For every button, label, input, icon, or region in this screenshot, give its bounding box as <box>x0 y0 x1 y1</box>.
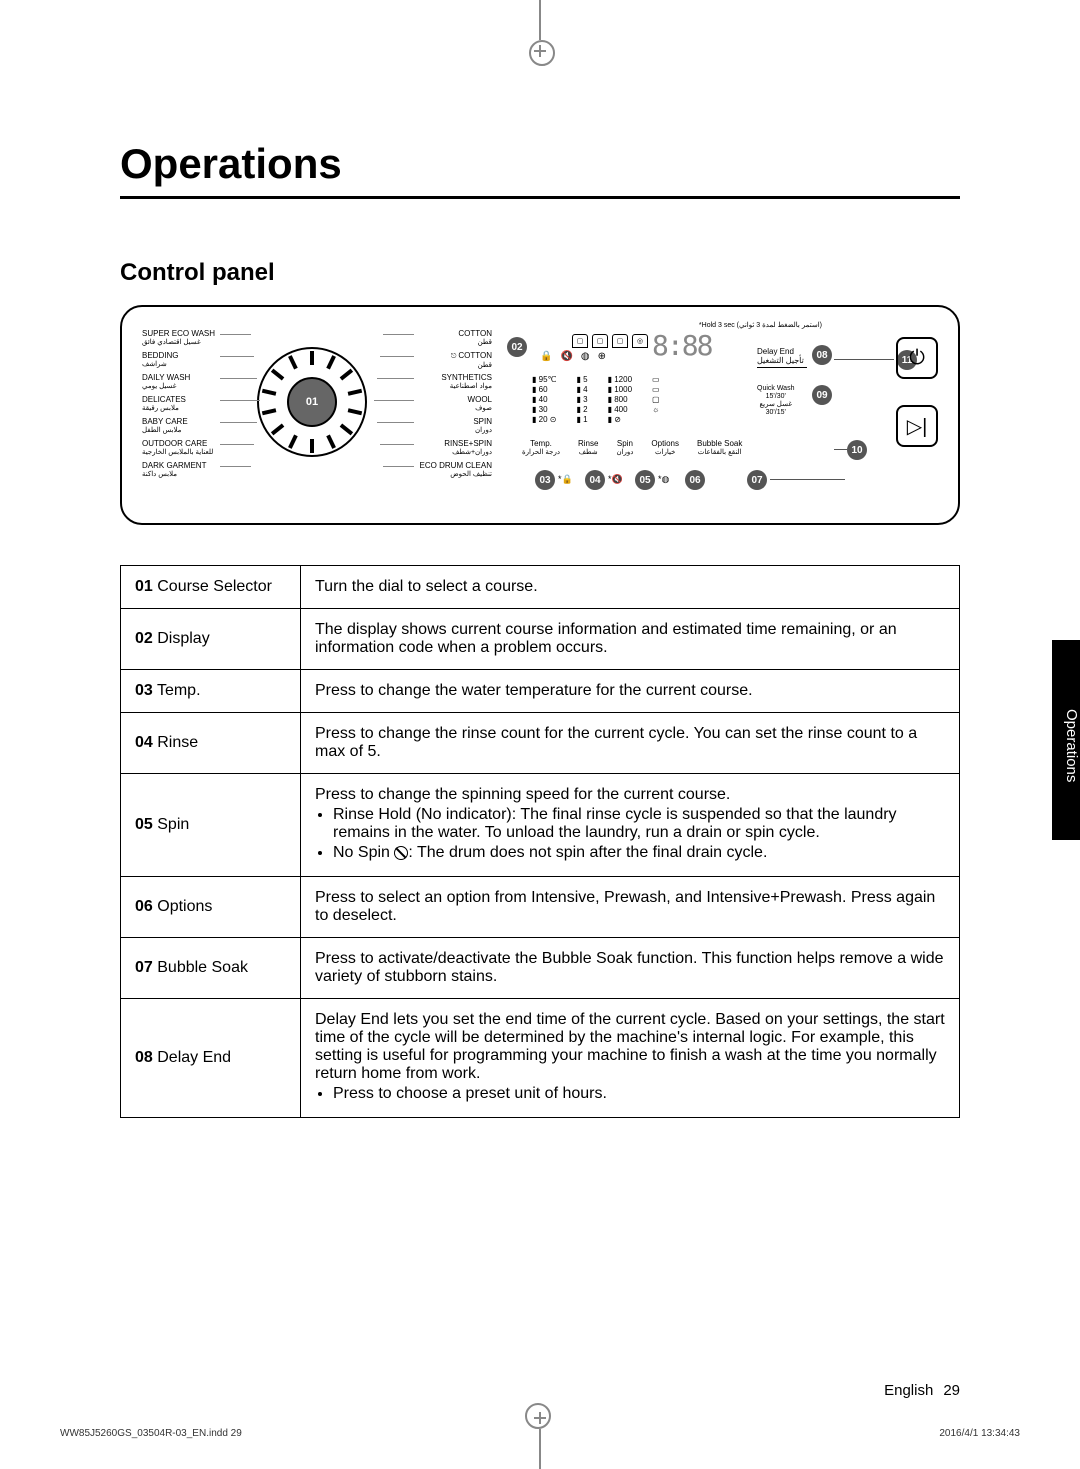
rinse-column: ▮ 5▮ 4▮ 3▮ 2▮ 1 <box>577 375 588 424</box>
table-row: 01 Course SelectorTurn the dial to selec… <box>121 566 960 609</box>
dial-section: 01 SUPER ECO WASHغسيل اقتصادي فائق BEDDIN… <box>142 327 492 502</box>
program-right-5: RINSE+SPINدوران+شطف <box>444 439 492 457</box>
mute-icon: 🔇 <box>560 351 572 362</box>
spin-column: ▮ 1200▮ 1000▮ 800▮ 400▮ ⊘ <box>608 375 632 424</box>
callout-03: 03 <box>535 470 555 490</box>
callout-06: 06 <box>685 470 705 490</box>
program-left-0: SUPER ECO WASHغسيل اقتصادي فائق <box>142 329 215 347</box>
quick-wash-label: Quick Wash 15'/30' غسل سريع 30'/15' <box>757 385 794 417</box>
power-button[interactable]: ⏻ <box>896 337 938 379</box>
control-panel-diagram: 01 SUPER ECO WASHغسيل اقتصادي فائق BEDDIN… <box>120 305 960 525</box>
callout-09: 09 <box>812 385 832 405</box>
table-row: 04 RinsePress to change the rinse count … <box>121 713 960 774</box>
callout-02: 02 <box>507 337 527 357</box>
print-mark-left: WW85J5260GS_03504R-03_EN.indd 29 <box>60 1428 242 1439</box>
program-right-6: ECO DRUM CLEANتنظيف الحوض <box>420 461 492 479</box>
program-left-5: OUTDOOR CAREللعناية بالملابس الخارجية <box>142 439 213 457</box>
time-display: 8:88 <box>652 329 711 362</box>
temp-column: ▮ 95℃▮ 60▮ 40▮ 30▮ 20 ⊙ <box>532 375 557 424</box>
controls-table: 01 Course SelectorTurn the dial to selec… <box>120 565 960 1118</box>
callout-10: 10 <box>847 440 867 460</box>
right-button-group: ⏻ ▷| <box>896 337 938 447</box>
course-dial: 01 <box>257 347 367 457</box>
status-icon-row: ▢▢▢◎ <box>572 334 648 348</box>
start-pause-button[interactable]: ▷| <box>896 405 938 447</box>
table-row: 02 DisplayThe display shows current cour… <box>121 609 960 670</box>
table-row: 07 Bubble SoakPress to activate/deactiva… <box>121 938 960 999</box>
print-mark-right: 2016/4/1 13:34:43 <box>939 1428 1020 1439</box>
callout-07: 07 <box>747 470 767 490</box>
table-row: 03 Temp.Press to change the water temper… <box>121 670 960 713</box>
program-left-6: DARK GARMENTملابس داكنة <box>142 461 206 479</box>
delay-end-label: Delay End تأجيل التشغيل <box>757 347 804 365</box>
callout-08: 08 <box>812 345 832 365</box>
program-left-4: BABY CAREملابس الطفل <box>142 417 188 435</box>
program-right-2: SYNTHETICSمواد اصطناعية <box>441 373 492 391</box>
page: Operations Control panel 01 SUPER ECO WA… <box>0 0 1080 1469</box>
program-left-1: BEDDINGشراشف <box>142 351 178 369</box>
callout-05: 05 <box>635 470 655 490</box>
section-subtitle: Control panel <box>120 259 960 287</box>
callout-04: 04 <box>585 470 605 490</box>
page-footer: English29 <box>884 1382 960 1399</box>
side-tab: Operations <box>1052 640 1080 840</box>
options-column: ▭▭▢☼ <box>652 375 660 424</box>
program-left-2: DAILY WASHغسيل يومي <box>142 373 190 391</box>
table-row: 05 SpinPress to change the spinning spee… <box>121 774 960 877</box>
callout-01: 01 <box>287 377 337 427</box>
program-right-4: SPINدوران <box>473 417 492 435</box>
table-row: 06 OptionsPress to select an option from… <box>121 877 960 938</box>
hold-3sec-label: *Hold 3 sec (استمر بالضغط لمدة 3 ثواني) <box>699 321 822 329</box>
table-row: 08 Delay EndDelay End lets you set the e… <box>121 999 960 1118</box>
program-left-3: DELICATESملابس رقيقة <box>142 395 186 413</box>
timer-icon: ⊕ <box>598 351 606 362</box>
program-right-3: WOOLصوف <box>468 395 492 413</box>
wash-icon: ◍ <box>581 351 590 362</box>
program-right-1: ⎋ COTTONقطن <box>451 351 492 370</box>
page-title: Operations <box>120 140 960 199</box>
lock-icon: 🔒 <box>540 351 552 362</box>
program-right-0: COTTONقطن <box>458 329 492 347</box>
